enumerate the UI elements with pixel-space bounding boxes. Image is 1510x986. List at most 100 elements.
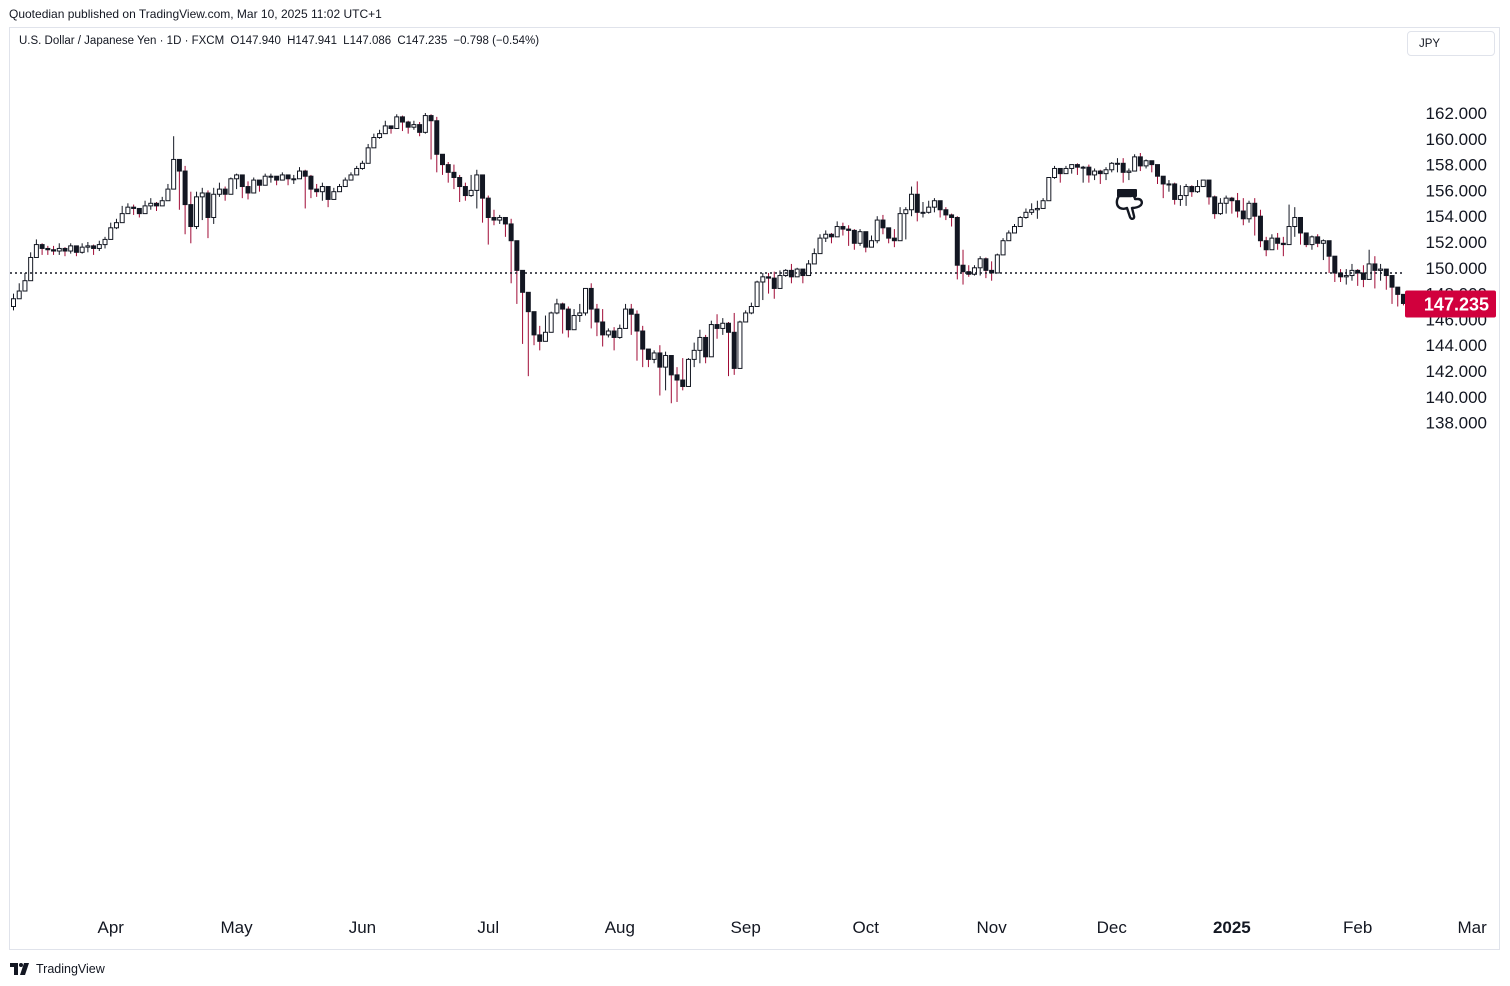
candle[interactable]	[525, 291, 531, 377]
candle[interactable]	[909, 186, 915, 217]
candle[interactable]	[1326, 240, 1332, 273]
candle[interactable]	[897, 207, 903, 242]
candle[interactable]	[1046, 177, 1052, 202]
candle[interactable]	[159, 196, 165, 207]
candle[interactable]	[348, 172, 354, 181]
currency-button[interactable]: JPY	[1407, 31, 1495, 56]
candle[interactable]	[1212, 195, 1218, 219]
candle[interactable]	[1183, 183, 1189, 206]
candle[interactable]	[914, 181, 920, 222]
candle[interactable]	[62, 247, 68, 257]
candle[interactable]	[245, 181, 251, 200]
candle[interactable]	[1206, 179, 1212, 205]
candle[interactable]	[823, 230, 829, 242]
candle[interactable]	[136, 207, 142, 218]
candle[interactable]	[377, 129, 383, 139]
candle[interactable]	[1338, 269, 1344, 282]
candle[interactable]	[594, 303, 600, 337]
candle[interactable]	[96, 240, 102, 252]
candle[interactable]	[434, 116, 440, 173]
candle[interactable]	[1000, 238, 1006, 256]
candle[interactable]	[1057, 167, 1063, 183]
candle[interactable]	[886, 227, 892, 244]
candle[interactable]	[342, 177, 348, 188]
candle[interactable]	[674, 367, 680, 402]
candle[interactable]	[1269, 234, 1275, 251]
candle[interactable]	[983, 257, 989, 279]
candle[interactable]	[588, 283, 594, 329]
candle[interactable]	[28, 252, 34, 282]
candle[interactable]	[365, 143, 371, 164]
candle[interactable]	[1012, 223, 1017, 234]
candle[interactable]	[846, 225, 852, 246]
candle[interactable]	[39, 243, 45, 255]
candle[interactable]	[1320, 239, 1326, 261]
candle[interactable]	[1177, 185, 1183, 206]
candle[interactable]	[211, 187, 217, 224]
candle[interactable]	[680, 358, 686, 391]
candle[interactable]	[222, 186, 228, 201]
candle[interactable]	[1040, 198, 1046, 209]
candle[interactable]	[903, 207, 909, 240]
candle[interactable]	[954, 216, 960, 280]
candle[interactable]	[994, 253, 1000, 274]
candle[interactable]	[708, 320, 714, 358]
candle[interactable]	[474, 169, 480, 209]
candle[interactable]	[960, 249, 966, 285]
candle[interactable]	[148, 198, 154, 210]
candle[interactable]	[851, 229, 857, 250]
candle[interactable]	[125, 203, 131, 215]
candle[interactable]	[1120, 158, 1126, 183]
candle[interactable]	[33, 239, 39, 258]
candle[interactable]	[279, 172, 285, 181]
candle[interactable]	[611, 327, 617, 351]
candle[interactable]	[726, 321, 731, 377]
candle[interactable]	[605, 328, 611, 338]
candle[interactable]	[520, 269, 526, 344]
candle[interactable]	[1395, 286, 1401, 307]
candle[interactable]	[417, 122, 423, 137]
candle[interactable]	[1063, 165, 1069, 175]
candle[interactable]	[542, 315, 548, 342]
candle[interactable]	[394, 114, 400, 129]
candle[interactable]	[440, 153, 445, 175]
candle[interactable]	[1069, 164, 1075, 174]
candle[interactable]	[285, 174, 291, 186]
candle[interactable]	[1143, 159, 1149, 169]
candle[interactable]	[1149, 160, 1155, 173]
candle[interactable]	[720, 318, 726, 335]
candle[interactable]	[331, 187, 337, 200]
candle[interactable]	[737, 320, 743, 369]
candle[interactable]	[1126, 168, 1132, 181]
candle[interactable]	[811, 248, 817, 265]
candle[interactable]	[451, 164, 457, 190]
candle[interactable]	[1097, 169, 1103, 184]
candle[interactable]	[354, 165, 360, 176]
candle[interactable]	[817, 234, 823, 255]
candle[interactable]	[11, 293, 16, 311]
candle[interactable]	[73, 245, 79, 257]
candle[interactable]	[943, 207, 949, 221]
candle[interactable]	[834, 221, 840, 238]
candle[interactable]	[497, 214, 503, 224]
candle[interactable]	[256, 179, 262, 192]
candle[interactable]	[731, 312, 737, 375]
candle[interactable]	[234, 173, 240, 190]
candle[interactable]	[314, 183, 320, 197]
candle[interactable]	[68, 243, 74, 254]
candle[interactable]	[1235, 192, 1241, 218]
candle[interactable]	[1263, 236, 1269, 257]
candle[interactable]	[926, 200, 932, 214]
candle[interactable]	[462, 182, 468, 201]
candle[interactable]	[1132, 154, 1138, 172]
candle[interactable]	[663, 351, 669, 391]
candle[interactable]	[754, 280, 760, 307]
candle[interactable]	[205, 190, 211, 239]
candle[interactable]	[171, 136, 177, 190]
candle[interactable]	[743, 310, 749, 323]
candle[interactable]	[1034, 200, 1040, 219]
candle[interactable]	[1223, 195, 1229, 214]
candle[interactable]	[1389, 275, 1395, 304]
candle[interactable]	[445, 162, 451, 183]
candle[interactable]	[565, 306, 571, 338]
